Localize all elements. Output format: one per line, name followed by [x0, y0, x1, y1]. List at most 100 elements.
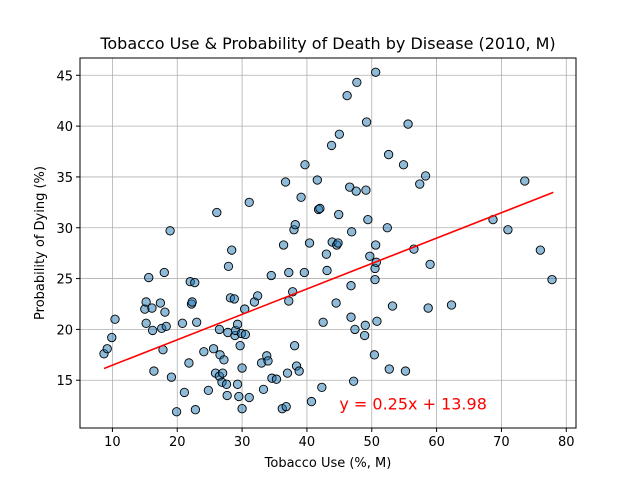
data-point: [296, 192, 306, 202]
data-point: [278, 240, 289, 250]
regression-equation: y = 0.25x + 13.98: [339, 395, 487, 414]
data-point: [237, 404, 247, 414]
data-point: [347, 227, 357, 237]
data-point: [371, 240, 381, 250]
data-point: [321, 249, 332, 259]
data-point: [263, 356, 273, 366]
data-point: [400, 366, 411, 376]
x-axis-title: Tobacco Use (%, M): [264, 456, 392, 471]
y-axis-title: Probability of Dying (%): [33, 166, 48, 320]
data-point: [144, 272, 154, 283]
y-tick-label: 25: [56, 273, 73, 288]
data-point: [294, 366, 304, 376]
data-point: [227, 245, 237, 255]
data-point: [384, 364, 394, 374]
data-point: [503, 225, 513, 235]
data-point: [184, 358, 194, 368]
y-tick-label: 20: [56, 323, 73, 338]
data-point: [300, 160, 310, 170]
data-point: [304, 238, 315, 248]
data-point: [446, 300, 457, 310]
data-point: [223, 261, 234, 272]
data-point: [371, 67, 381, 77]
data-point: [403, 119, 413, 129]
data-point: [192, 317, 202, 327]
data-point: [289, 341, 300, 351]
data-point: [282, 368, 293, 378]
data-point: [147, 303, 157, 313]
data-point: [214, 324, 225, 335]
data-point: [425, 259, 435, 269]
data-point: [165, 226, 175, 236]
data-point: [187, 297, 197, 307]
data-point: [147, 325, 158, 336]
data-point: [149, 366, 159, 376]
data-point: [382, 223, 392, 233]
data-point: [110, 314, 120, 324]
data-point: [290, 220, 300, 230]
data-point: [161, 321, 171, 332]
data-point: [160, 307, 170, 317]
data-point: [244, 392, 254, 403]
data-point: [258, 384, 269, 395]
data-point: [179, 387, 190, 398]
data-point: [334, 209, 344, 220]
data-point: [141, 318, 151, 328]
x-axis-ticks: 10 20 30 40 50 60 70 80: [104, 428, 575, 450]
data-point: [359, 330, 370, 341]
data-point: [199, 347, 209, 357]
data-point: [333, 238, 343, 248]
data-point: [352, 77, 362, 88]
data-point: [271, 374, 282, 384]
chart-title: Tobacco Use & Probability of Death by Di…: [99, 34, 555, 53]
y-tick-label: 15: [56, 374, 73, 389]
x-tick-label: 80: [558, 435, 575, 450]
data-point: [520, 176, 530, 186]
data-point: [346, 312, 356, 322]
x-tick-label: 60: [428, 435, 445, 450]
data-point: [415, 179, 425, 189]
data-point: [351, 186, 361, 196]
data-point: [322, 265, 332, 276]
y-tick-label: 45: [56, 69, 73, 84]
data-point: [284, 267, 294, 278]
data-point: [280, 177, 291, 187]
data-point: [383, 149, 394, 160]
x-tick-label: 50: [363, 435, 380, 450]
data-point: [155, 298, 166, 308]
x-tick-label: 30: [234, 435, 251, 450]
data-point: [266, 270, 276, 281]
data-point: [420, 171, 431, 181]
data-point: [306, 396, 317, 407]
data-point: [219, 355, 229, 365]
data-point: [235, 341, 245, 351]
data-point: [334, 129, 344, 139]
data-point: [203, 385, 214, 396]
data-point: [370, 274, 380, 285]
fit-line-group: [103, 191, 554, 370]
data-point: [345, 182, 355, 192]
data-points: [99, 67, 557, 417]
data-point: [317, 382, 327, 392]
data-point: [229, 294, 239, 304]
data-point: [244, 197, 254, 207]
data-point: [232, 379, 243, 389]
data-point: [547, 274, 557, 285]
data-point: [361, 185, 371, 195]
data-point: [222, 390, 232, 401]
data-point: [346, 281, 356, 291]
fit-line: [103, 191, 554, 370]
data-point: [365, 251, 375, 261]
x-tick-label: 10: [104, 435, 121, 450]
data-point: [190, 405, 201, 415]
data-point: [159, 267, 169, 278]
y-axis-ticks: 15 20 25 30 35 40 45: [56, 69, 80, 389]
data-point: [212, 207, 222, 218]
data-point: [190, 277, 200, 288]
data-point: [326, 140, 337, 151]
data-point: [535, 245, 545, 255]
y-tick-label: 40: [56, 120, 73, 135]
x-tick-label: 20: [169, 435, 186, 450]
data-point: [281, 402, 291, 412]
